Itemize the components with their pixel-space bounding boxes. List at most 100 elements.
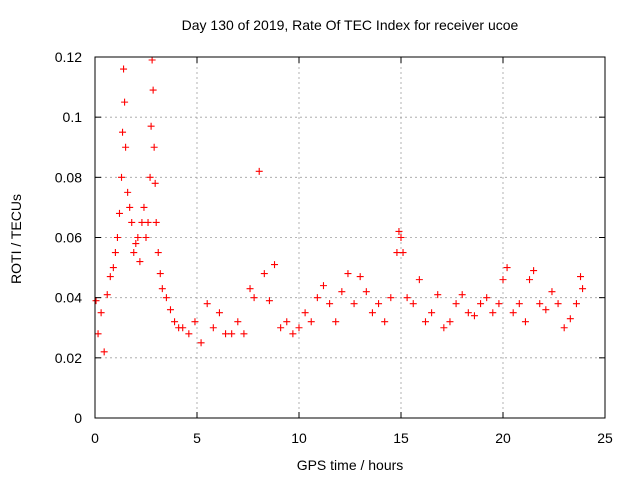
data-point [566, 315, 574, 323]
data-point [130, 249, 138, 257]
y-tick-label: 0 [74, 410, 82, 426]
data-point [530, 267, 538, 275]
x-tick-label: 15 [393, 430, 409, 446]
y-tick-label: 0.12 [55, 49, 82, 65]
data-point [428, 309, 436, 317]
data-point [146, 173, 154, 181]
data-point [509, 309, 517, 317]
data-point [92, 297, 100, 305]
data-point [283, 318, 291, 326]
data-point [185, 330, 193, 338]
data-point [132, 240, 140, 248]
data-point [144, 218, 152, 226]
data-point [121, 98, 129, 106]
data-point [577, 273, 585, 281]
data-point [344, 270, 352, 278]
data-point [113, 234, 121, 241]
data-point [138, 218, 146, 226]
data-point [154, 249, 162, 257]
data-point [128, 218, 136, 226]
data-point [142, 234, 150, 241]
data-point [147, 122, 155, 130]
data-point [338, 288, 346, 296]
x-tick-label: 20 [495, 430, 511, 446]
data-point [126, 203, 134, 211]
data-point [209, 324, 217, 332]
data-point [115, 209, 123, 217]
data-point [458, 291, 466, 299]
data-point [118, 173, 126, 181]
data-point [489, 309, 497, 317]
data-point [399, 249, 407, 257]
data-point [260, 270, 268, 278]
data-point [495, 300, 503, 308]
data-point [362, 288, 370, 296]
data-point [307, 318, 315, 326]
data-point [415, 276, 423, 284]
data-point [548, 288, 556, 296]
data-point [440, 324, 448, 332]
data-point [255, 167, 263, 175]
data-point [350, 300, 358, 308]
y-tick-label: 0.08 [55, 169, 82, 185]
data-point [499, 276, 507, 284]
data-point [421, 318, 429, 326]
data-point [109, 264, 117, 272]
data-point [148, 56, 156, 64]
data-point [301, 309, 309, 317]
data-point [397, 234, 405, 241]
data-point [403, 294, 411, 302]
data-point [295, 324, 303, 332]
data-point [140, 203, 148, 211]
data-point [434, 291, 442, 299]
data-point [171, 318, 179, 326]
data-point [277, 324, 285, 332]
data-point [111, 249, 119, 257]
data-point [542, 306, 550, 314]
data-point [149, 86, 157, 94]
data-point [393, 249, 401, 257]
data-point [554, 300, 562, 308]
y-tick-label: 0.04 [55, 290, 82, 306]
data-point [152, 218, 160, 226]
data-point [100, 348, 108, 356]
data-point [503, 264, 511, 272]
data-point [215, 309, 223, 317]
data-point [409, 300, 417, 308]
data-point [521, 318, 529, 326]
chart-title: Day 130 of 2019, Rate Of TEC Index for r… [181, 17, 519, 33]
data-point [368, 309, 376, 317]
data-point [526, 276, 534, 284]
data-point [332, 318, 340, 326]
data-point [106, 273, 114, 281]
data-point [179, 324, 187, 332]
data-point [536, 300, 544, 308]
data-point [560, 324, 568, 332]
data-point [464, 309, 472, 317]
data-point [271, 261, 279, 269]
data-point [151, 179, 159, 187]
data-point [477, 300, 485, 308]
data-point [134, 234, 142, 241]
data-point [150, 143, 158, 151]
data-point [222, 330, 230, 338]
data-point [579, 285, 587, 293]
data-point [483, 294, 491, 302]
data-point [103, 291, 111, 299]
data-point [122, 143, 130, 151]
x-tick-label: 5 [193, 430, 201, 446]
data-point [191, 318, 199, 326]
data-point [313, 294, 321, 302]
y-tick-label: 0.02 [55, 350, 82, 366]
x-tick-label: 10 [291, 430, 307, 446]
data-point [97, 309, 105, 317]
data-point [136, 258, 144, 266]
y-tick-label: 0.06 [55, 230, 82, 246]
data-point [240, 330, 248, 338]
data-point [234, 318, 242, 326]
data-point [94, 330, 102, 338]
data-point [356, 273, 364, 281]
x-tick-label: 0 [91, 430, 99, 446]
